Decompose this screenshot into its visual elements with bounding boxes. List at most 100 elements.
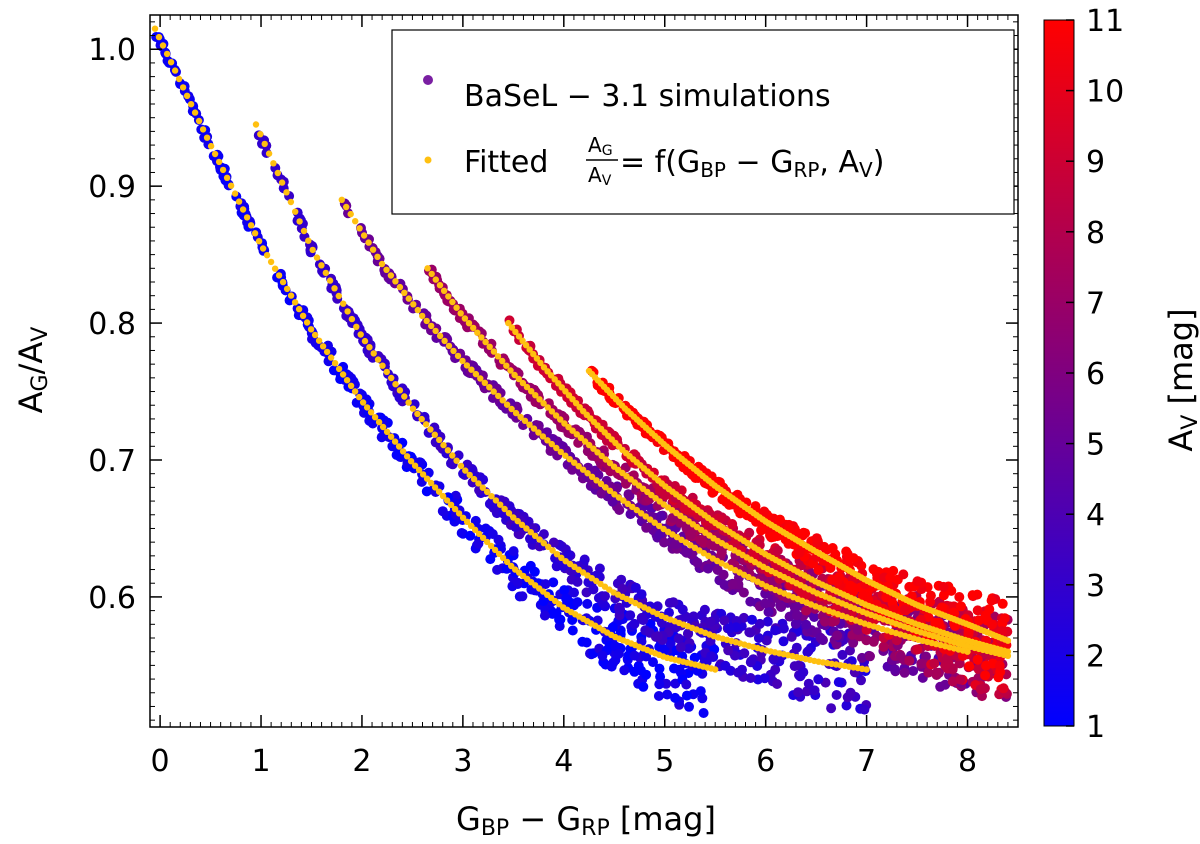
fit-point [313, 254, 321, 261]
data-point [809, 685, 820, 696]
fit-point [418, 415, 425, 423]
data-point [768, 654, 779, 664]
fit-point [490, 348, 498, 355]
fit-point [495, 550, 503, 558]
fit-point [521, 417, 529, 424]
fit-point [863, 666, 870, 673]
data-point [675, 642, 686, 653]
data-point [561, 593, 572, 604]
data-point [930, 617, 941, 628]
fit-point [527, 529, 534, 536]
fit-point [227, 182, 235, 189]
fit-point [395, 443, 403, 450]
y-tick-label: 0.9 [88, 170, 136, 205]
data-point [811, 533, 822, 544]
fit-point [335, 365, 343, 373]
data-point [789, 661, 800, 672]
fit-point [558, 554, 565, 561]
fit-point [348, 315, 356, 323]
data-point [865, 651, 875, 662]
data-point [698, 708, 709, 718]
fit-point [405, 399, 412, 406]
fit-point [383, 266, 390, 273]
data-point [654, 663, 665, 674]
fit-point [481, 379, 488, 386]
fit-point [606, 459, 614, 467]
data-point [607, 622, 618, 633]
fit-point [323, 348, 331, 356]
data-point [942, 653, 953, 664]
data-point [567, 615, 578, 625]
data-point [456, 528, 467, 538]
data-point [760, 598, 771, 609]
fit-point [401, 393, 408, 400]
fit-point [270, 160, 277, 167]
data-point [695, 686, 706, 697]
fit-point [271, 265, 279, 272]
data-point [803, 646, 814, 656]
colorbar-tick-label: 1 [1086, 710, 1105, 745]
data-point [770, 625, 781, 636]
fit-point [544, 404, 551, 411]
fit-point [533, 355, 541, 362]
fit-point [577, 434, 585, 442]
fit-point [371, 414, 379, 421]
fit-point [155, 33, 163, 41]
data-point [737, 664, 747, 675]
data-point [778, 623, 789, 634]
fit-point [409, 405, 417, 412]
data-point [540, 579, 551, 590]
fit-point [455, 510, 463, 517]
fit-point [363, 404, 371, 411]
data-point [987, 619, 998, 630]
fit-point [235, 198, 243, 205]
data-point [929, 658, 940, 669]
fit-point [239, 206, 247, 213]
fit-point [163, 50, 171, 58]
fit-point [620, 497, 627, 504]
fit-point [611, 491, 618, 498]
fit-point [449, 298, 456, 306]
data-point [473, 538, 484, 549]
data-point [925, 596, 936, 607]
fit-point [499, 397, 506, 404]
data-point [630, 582, 641, 593]
fit-point [508, 405, 515, 413]
fit-point [495, 392, 502, 400]
fit-point [454, 352, 462, 360]
data-point [730, 650, 740, 661]
data-point [650, 631, 661, 642]
data-point [904, 655, 915, 666]
fit-point [586, 441, 593, 449]
fit-point [378, 260, 386, 268]
data-point [517, 591, 528, 602]
data-point [899, 667, 910, 678]
data-point [548, 577, 559, 588]
fit-point [470, 324, 477, 332]
data-point [563, 549, 574, 560]
fit-point [539, 433, 547, 440]
data-point [954, 592, 965, 602]
data-point [610, 641, 621, 652]
fit-point [436, 282, 444, 289]
data-point [567, 625, 578, 636]
data-point [841, 546, 852, 557]
y-tick-label: 0.6 [88, 581, 136, 616]
fit-point [490, 388, 497, 395]
data-point [747, 614, 757, 625]
fit-point [633, 506, 640, 514]
fit-point [396, 387, 404, 394]
fit-point [428, 270, 435, 278]
data-point [803, 678, 814, 689]
data-point [613, 648, 624, 659]
fit-point [457, 310, 464, 317]
data-point [776, 602, 787, 612]
data-point [997, 598, 1008, 609]
data-point [786, 631, 797, 642]
colorbar-label: AV [mag] [1162, 308, 1200, 451]
data-point [597, 650, 608, 661]
data-point [703, 563, 714, 574]
data-point [487, 529, 498, 539]
fit-point [287, 198, 295, 206]
